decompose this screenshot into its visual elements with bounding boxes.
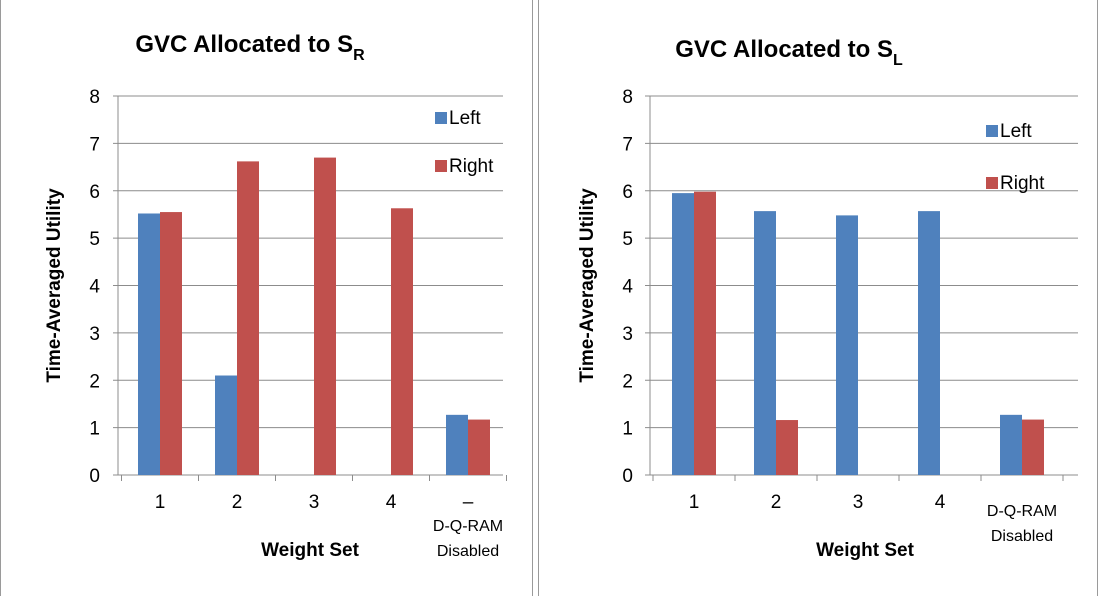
- legend-label-left: Left: [449, 108, 481, 129]
- y-tick-label: 8: [89, 87, 100, 108]
- legend-swatch-left: [435, 112, 447, 124]
- legend-label-left: Left: [1000, 121, 1032, 142]
- x-tick-label: 1: [689, 492, 700, 513]
- x-tick-label-dqram-line1: D-Q-RAM: [433, 518, 503, 535]
- bar-right-4: [391, 208, 413, 475]
- x-tick-label: 4: [935, 492, 946, 513]
- x-tick-label: 3: [853, 492, 864, 513]
- y-tick-label: 1: [89, 419, 100, 440]
- bar-left-2: [215, 375, 237, 475]
- chart-title-subscript: L: [893, 52, 903, 69]
- chart-left: 0 1 2 3 4 5 6 7 8 1 2 3 4 – D-Q-RAM Disabled GVC Allocat…: [44, 31, 507, 561]
- x-axis-label: Weight Set: [816, 540, 914, 561]
- bar-left-5: [446, 414, 468, 475]
- chart-panel-left: [0, 0, 533, 596]
- bar-left-4: [918, 211, 940, 475]
- x-tick-label: 1: [155, 492, 166, 513]
- y-tick-label: 5: [622, 229, 633, 250]
- y-tick-label: 7: [622, 134, 633, 155]
- y-tick-label: 3: [622, 324, 633, 345]
- x-tick-label-dqram-line1: D-Q-RAM: [987, 503, 1057, 520]
- bar-left-1: [672, 193, 694, 475]
- y-tick-label: 2: [89, 371, 100, 392]
- bar-right-2: [776, 420, 798, 475]
- y-tick-label: 6: [622, 182, 633, 203]
- y-tick-label: 2: [622, 371, 633, 392]
- x-tick-label: –: [463, 492, 474, 513]
- legend-swatch-left: [986, 125, 998, 137]
- x-tick-label-dqram-line2: Disabled: [991, 528, 1053, 545]
- y-axis-label: Time-Averaged Utility: [577, 188, 598, 383]
- bar-right-2: [237, 161, 259, 475]
- y-tick-label: 6: [89, 182, 100, 203]
- x-tick-label: 3: [309, 492, 320, 513]
- chart-title: GVC Allocated to SR: [135, 31, 365, 64]
- legend-label-right: Right: [1000, 173, 1045, 194]
- x-tick-label: 4: [386, 492, 397, 513]
- y-tick-label: 4: [622, 277, 633, 298]
- y-tick-label: 0: [89, 466, 100, 487]
- chart-right: 0 1 2 3 4 5 6 7 8 1 2 3 4 D-Q-RAM Disabled GVC Allocate…: [577, 36, 1078, 561]
- bar-left-1: [138, 213, 160, 476]
- bar-left-3: [836, 215, 858, 475]
- y-tick-label: 1: [622, 419, 633, 440]
- y-axis-label: Time-Averaged Utility: [44, 188, 65, 383]
- bar-left-2: [754, 211, 776, 475]
- bar-right-1: [160, 212, 182, 475]
- chart-title-main: GVC Allocated to S: [675, 36, 893, 63]
- y-tick-label: 4: [89, 277, 100, 298]
- chart-title: GVC Allocated to SL: [675, 36, 903, 69]
- y-tick-label: 7: [89, 134, 100, 155]
- bar-right-5: [468, 419, 490, 475]
- bar-right-3: [314, 157, 336, 475]
- y-tick-label: 0: [622, 466, 633, 487]
- bar-right-1: [694, 191, 716, 475]
- legend-label-right: Right: [449, 156, 494, 177]
- bar-left-5: [1000, 414, 1022, 475]
- legend-swatch-right: [986, 177, 998, 189]
- y-tick-label: 5: [89, 229, 100, 250]
- chart-panel-right: [538, 0, 1098, 596]
- y-tick-label: 8: [622, 87, 633, 108]
- legend-swatch-right: [435, 160, 447, 172]
- chart-title-main: GVC Allocated to S: [135, 31, 353, 58]
- chart-title-subscript: R: [353, 47, 365, 64]
- x-tick-label: 2: [771, 492, 782, 513]
- x-tick-label: 2: [232, 492, 243, 513]
- x-axis-label: Weight Set: [261, 540, 359, 561]
- x-tick-label-dqram-line2: Disabled: [437, 543, 499, 560]
- bar-right-5: [1022, 419, 1044, 475]
- y-tick-label: 3: [89, 324, 100, 345]
